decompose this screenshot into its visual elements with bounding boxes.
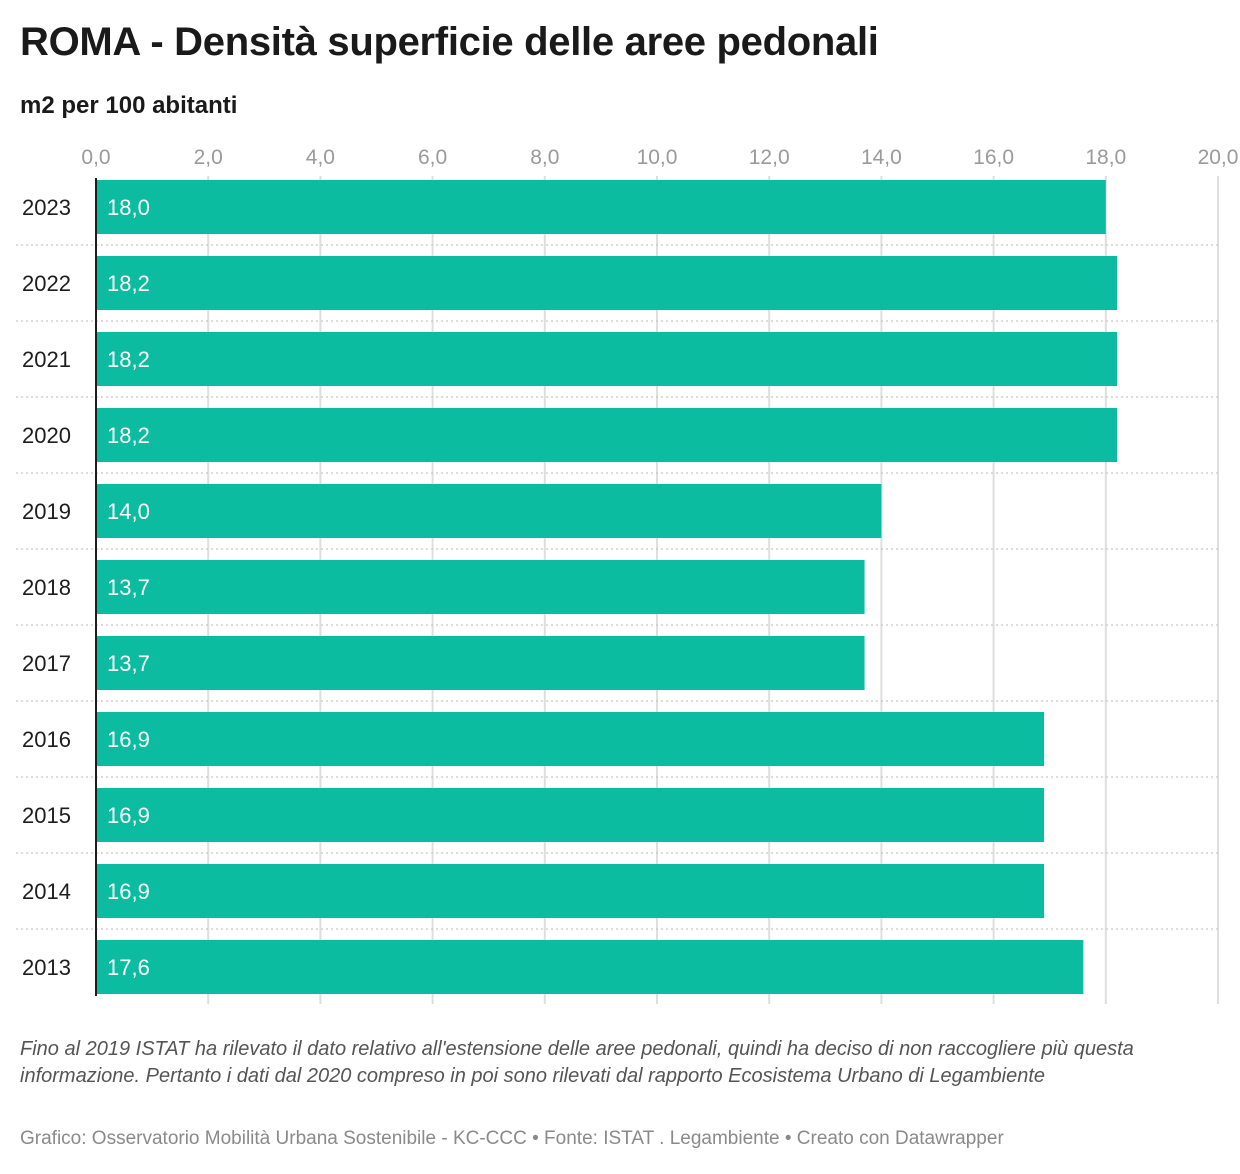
category-label: 2020 — [22, 423, 71, 448]
data-label: 14,0 — [107, 499, 150, 524]
x-tick-label: 2,0 — [194, 146, 223, 169]
x-tick-label: 10,0 — [637, 146, 678, 169]
chart-note: Fino al 2019 ISTAT ha rilevato il dato r… — [20, 1038, 1134, 1087]
bar — [96, 180, 1106, 234]
category-label: 2023 — [22, 195, 71, 220]
x-tick-label: 6,0 — [418, 146, 447, 169]
x-tick-label: 20,0 — [1198, 146, 1239, 169]
bar-chart: 0,0 2,0 4,0 6,0 8,0 10,0 12,0 14,0 16,0 18,0 20,0 2… — [16, 146, 1239, 1004]
bar — [96, 712, 1045, 766]
data-label: 17,6 — [107, 955, 150, 980]
x-tick-label: 4,0 — [306, 146, 335, 169]
category-label: 2013 — [22, 955, 71, 980]
bar — [96, 256, 1118, 310]
chart-subtitle: m2 per 100 abitanti — [20, 92, 238, 119]
data-label: 13,7 — [107, 651, 150, 676]
category-label: 2017 — [22, 651, 71, 676]
category-label: 2018 — [22, 575, 71, 600]
data-label: 18,2 — [107, 271, 150, 296]
bar — [96, 940, 1084, 994]
bar — [96, 408, 1118, 462]
data-label: 16,9 — [107, 879, 150, 904]
x-tick-label: 8,0 — [530, 146, 559, 169]
category-label: 2019 — [22, 499, 71, 524]
x-tick-label: 12,0 — [749, 146, 790, 169]
category-label: 2022 — [22, 271, 71, 296]
data-label: 18,0 — [107, 195, 150, 220]
bar — [96, 332, 1118, 386]
x-tick-label: 14,0 — [861, 146, 902, 169]
category-label: 2014 — [22, 879, 71, 904]
chart-credits: Grafico: Osservatorio Mobilità Urbana So… — [20, 1128, 1004, 1149]
bar — [96, 484, 882, 538]
bar — [96, 560, 865, 614]
bar — [96, 788, 1045, 842]
category-label: 2016 — [22, 727, 71, 752]
category-label: 2021 — [22, 347, 71, 372]
data-label: 16,9 — [107, 727, 150, 752]
bar — [96, 864, 1045, 918]
data-label: 13,7 — [107, 575, 150, 600]
x-tick-label: 16,0 — [973, 146, 1014, 169]
bar — [96, 636, 865, 690]
chart-title: ROMA - Densità superficie delle aree ped… — [20, 20, 879, 64]
x-tick-label: 0,0 — [81, 146, 110, 169]
category-label: 2015 — [22, 803, 71, 828]
data-label: 18,2 — [107, 347, 150, 372]
data-label: 18,2 — [107, 423, 150, 448]
data-label: 16,9 — [107, 803, 150, 828]
x-tick-label: 18,0 — [1085, 146, 1126, 169]
